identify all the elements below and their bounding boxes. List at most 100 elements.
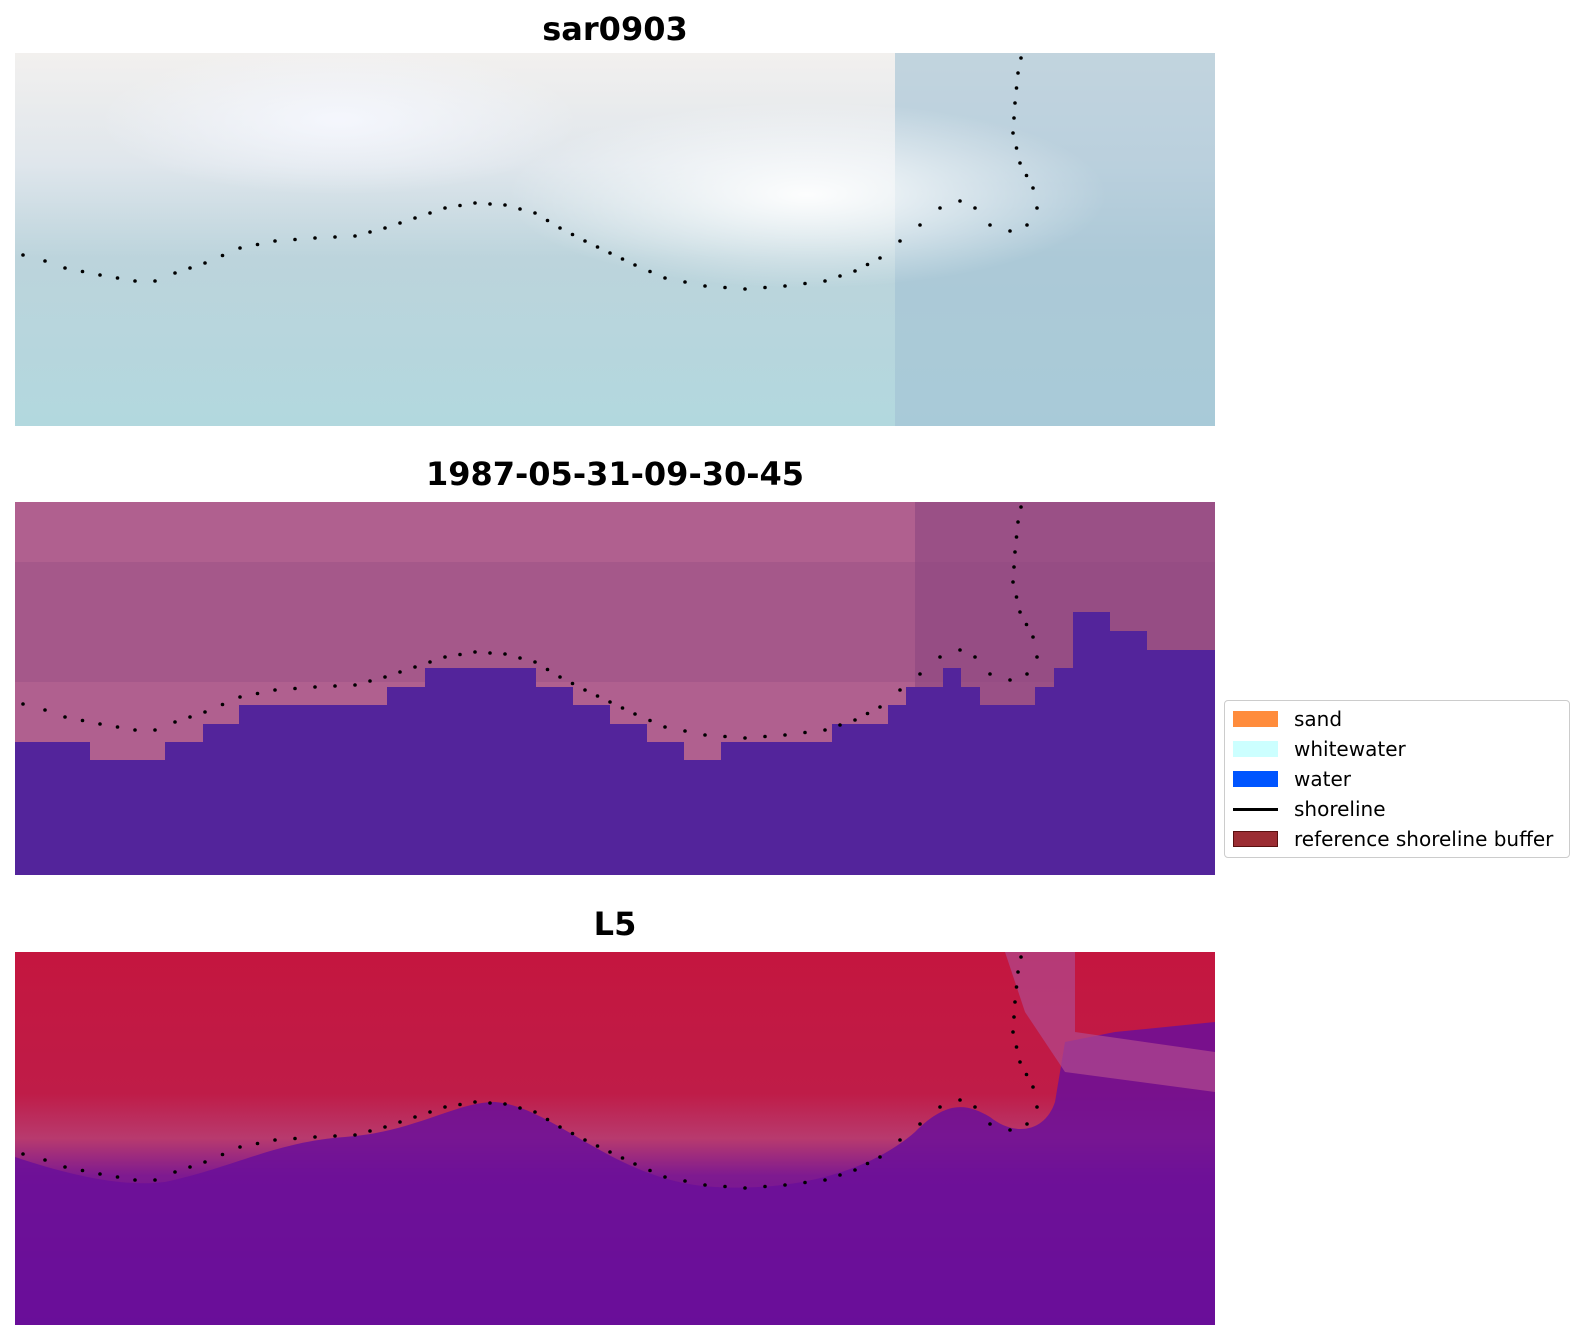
shoreline-dot <box>1031 186 1035 190</box>
shoreline-dot <box>663 725 667 729</box>
shoreline-dot <box>173 271 177 275</box>
shoreline-dot <box>878 705 882 709</box>
shoreline-dot <box>63 715 67 719</box>
shoreline-dot <box>220 1152 225 1157</box>
shoreline-dot <box>608 700 612 704</box>
shoreline-dot <box>633 263 637 267</box>
shoreline-dot <box>545 218 550 223</box>
shoreline-dot <box>938 1105 942 1109</box>
shoreline-dot <box>533 660 537 664</box>
shoreline-dot <box>368 1129 372 1133</box>
shoreline-dot <box>1014 1045 1019 1049</box>
shoreline-dot <box>43 259 47 263</box>
shoreline-dot <box>80 269 85 274</box>
shoreline-dot <box>153 728 157 732</box>
shoreline-dot <box>1019 505 1023 509</box>
shoreline-dot <box>803 281 807 286</box>
shoreline-dot <box>570 232 575 237</box>
shoreline-dot <box>1012 116 1016 120</box>
shoreline-dot <box>838 723 842 727</box>
shoreline-dot <box>545 667 550 672</box>
legend-item-shoreline: shoreline <box>1233 797 1386 821</box>
shoreline-dot <box>518 207 522 211</box>
shoreline-dot <box>473 1100 477 1104</box>
legend-item-sand: sand <box>1233 707 1342 731</box>
shoreline-dot <box>878 256 882 260</box>
shoreline-dot <box>153 279 157 283</box>
shoreline-dot <box>333 684 337 688</box>
shoreline-dot <box>683 1179 687 1183</box>
shoreline-dot <box>1018 610 1022 614</box>
shoreline-dot <box>293 1136 297 1141</box>
shoreline-dot <box>1025 672 1029 676</box>
shoreline-dot <box>723 1184 727 1189</box>
shoreline-dot <box>173 720 177 724</box>
shoreline-dot <box>545 1117 550 1122</box>
shoreline-dot <box>398 670 402 674</box>
shoreline-dot <box>473 650 477 654</box>
shoreline-dot <box>353 234 357 238</box>
sar-image <box>15 53 1215 426</box>
shoreline-dot <box>958 1098 962 1102</box>
shoreline-dot <box>898 1138 902 1142</box>
shoreline-dot <box>608 251 612 255</box>
shoreline-dot <box>683 729 687 733</box>
shoreline-dot <box>743 287 747 291</box>
shoreline-dot <box>918 672 922 676</box>
shoreline-dot <box>398 1120 402 1124</box>
shoreline-dot <box>838 274 842 278</box>
shoreline-dot <box>1013 550 1017 554</box>
shoreline-dot <box>503 652 507 656</box>
shoreline-dot <box>853 269 857 273</box>
shoreline-dot <box>583 1138 587 1142</box>
legend-label: water <box>1294 767 1351 791</box>
index-image-panel <box>15 952 1215 1325</box>
shoreline-dot <box>518 1106 522 1110</box>
shoreline-dot <box>383 226 387 230</box>
legend-label: reference shoreline buffer <box>1294 827 1554 851</box>
shoreline-dot <box>938 206 942 210</box>
legend-item-water: water <box>1233 767 1351 791</box>
classified-image <box>15 502 1215 875</box>
shoreline-dot <box>898 688 902 692</box>
shoreline-dot <box>473 201 477 205</box>
shoreline-dot <box>1035 206 1039 210</box>
shoreline-dot <box>595 245 600 249</box>
shoreline-dots <box>21 56 1039 291</box>
shoreline-dot <box>803 730 807 735</box>
shoreline-dot <box>1014 146 1019 150</box>
water-swatch <box>1233 771 1278 787</box>
shoreline-dot <box>173 1170 177 1174</box>
shoreline-dots <box>21 505 1039 740</box>
shoreline-dot <box>898 239 902 243</box>
shoreline-dot <box>1024 173 1029 178</box>
shoreline-dot <box>1018 1060 1022 1064</box>
shoreline-dot <box>683 280 687 284</box>
shoreline-dot <box>1019 56 1023 60</box>
shoreline-dot <box>595 694 600 698</box>
shoreline-dot <box>21 702 25 706</box>
shoreline-dot <box>1016 71 1020 75</box>
shoreline-dot <box>313 236 317 240</box>
water-region <box>15 612 1215 875</box>
shoreline-dot <box>865 1161 870 1166</box>
shoreline-dot <box>63 266 67 270</box>
shoreline-dot <box>413 1115 417 1119</box>
shoreline-dot <box>1035 1105 1039 1109</box>
shoreline-dot <box>878 1155 882 1159</box>
shoreline-dot <box>1035 655 1039 659</box>
shoreline-dot <box>608 1150 612 1154</box>
shoreline-dot <box>1011 131 1015 135</box>
shoreline-dot <box>853 718 857 722</box>
shoreline-dot <box>988 672 992 676</box>
shoreline-dot <box>153 1178 157 1182</box>
shoreline-dot <box>1018 161 1022 165</box>
shoreline-dot <box>1008 678 1012 682</box>
shoreline-dot <box>1025 1122 1029 1126</box>
shoreline-dot <box>313 685 317 689</box>
shoreline-dot <box>518 656 522 660</box>
shoreline-dot <box>133 1178 137 1182</box>
shoreline-dot <box>648 269 652 274</box>
shoreline-dot <box>838 1173 842 1177</box>
shoreline-dot <box>293 686 297 691</box>
